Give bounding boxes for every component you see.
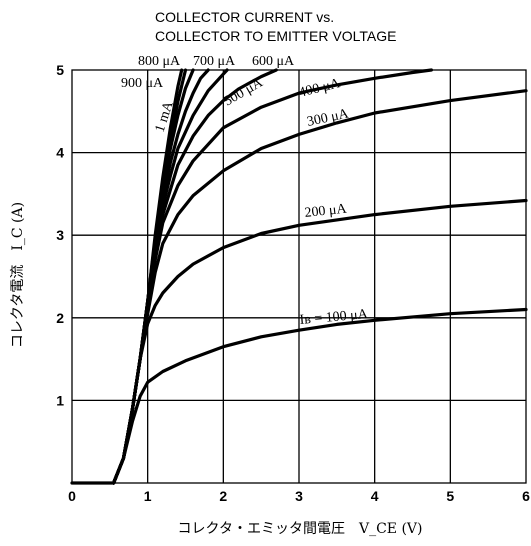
x-tick-label: 1 xyxy=(144,488,152,504)
curve-series-4 xyxy=(112,68,278,485)
chart-title-line-2: COLLECTOR TO EMITTER VOLTAGE xyxy=(155,28,396,44)
curve-label-8: 900 μA xyxy=(121,76,164,91)
curves xyxy=(70,68,528,485)
curve-label-3: 400 μA xyxy=(297,76,342,101)
curve-series-9 xyxy=(112,68,184,485)
curve-label-5: 600 μA xyxy=(252,54,295,69)
grid xyxy=(71,69,527,484)
x-tick-label: 6 xyxy=(522,488,530,504)
x-tick-label: 5 xyxy=(446,488,454,504)
curve-label-6: 700 μA xyxy=(193,54,236,69)
x-axis-label: コレクタ・エミッタ間電圧 V_CE (V) xyxy=(178,521,423,537)
y-tick-label: 5 xyxy=(56,62,64,78)
curve-label-7: 800 μA xyxy=(138,54,181,69)
y-tick-label: 1 xyxy=(56,392,64,408)
curve-label-0: Iʙ = 100 μA xyxy=(299,307,369,328)
x-tick-label: 4 xyxy=(371,488,379,504)
y-axis-label: コレクタ電流 I_C (A) xyxy=(10,202,26,348)
x-tick-label: 3 xyxy=(295,488,303,504)
y-tick-label: 3 xyxy=(56,227,64,243)
y-tick-label: 2 xyxy=(56,310,64,326)
chart-title-line-1: COLLECTOR CURRENT vs. xyxy=(155,9,334,25)
curve-label-1: 200 μA xyxy=(304,202,348,221)
curve-series-1 xyxy=(112,198,528,485)
y-tick-label: 4 xyxy=(56,145,64,161)
x-tick-label: 2 xyxy=(219,488,227,504)
curve-label-4: 500 μA xyxy=(222,75,267,109)
x-tick-label: 0 xyxy=(68,488,76,504)
tick-labels: 0 1 2 3 4 5 6 1 2 3 4 5 xyxy=(56,62,530,504)
